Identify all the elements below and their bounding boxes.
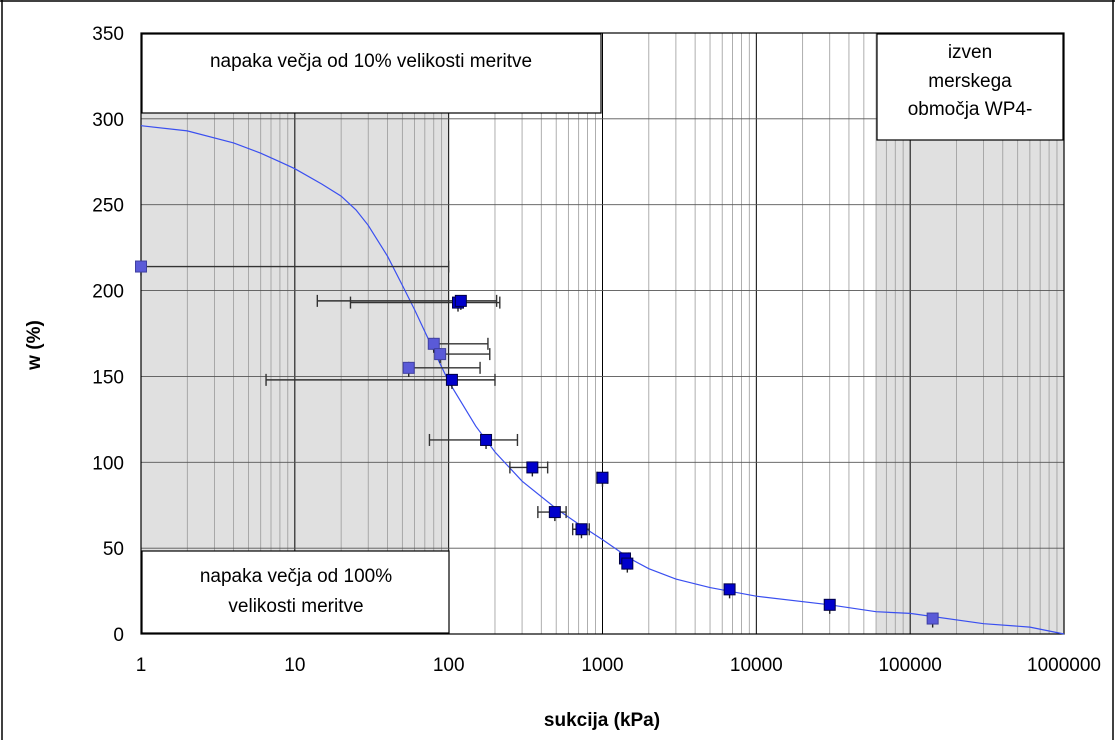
- data-points: [135, 260, 939, 625]
- y-tick-label: 150: [92, 367, 124, 388]
- x-tick-label: 10: [284, 655, 305, 676]
- data-point: [548, 506, 561, 519]
- data-point: [427, 337, 440, 350]
- x-tick-label: 10000: [730, 655, 783, 676]
- data-point: [135, 260, 147, 273]
- annotation-text: območja WP4-: [908, 99, 1033, 120]
- x-tick-label: 1000000: [1027, 655, 1101, 676]
- data-point: [575, 523, 588, 536]
- x-tick-label: 1000: [581, 655, 623, 676]
- data-point: [434, 348, 447, 361]
- data-point: [480, 433, 493, 446]
- data-point: [402, 361, 415, 374]
- data-point: [445, 373, 458, 386]
- y-tick-label: 50: [103, 539, 124, 560]
- x-tick-label: 1: [136, 655, 147, 676]
- data-point: [621, 557, 634, 570]
- y-tick-label: 200: [92, 282, 124, 303]
- tick-labels: 1 10 100 1000 10000 100000 1000000 0 50 100 150 200…: [92, 24, 1101, 676]
- y-tick-label: 300: [92, 110, 124, 131]
- data-point: [596, 471, 609, 484]
- x-axis-title: sukcija (kPa): [544, 710, 660, 731]
- data-point: [823, 598, 836, 611]
- data-point: [723, 583, 736, 596]
- annotations: napaka večja od 10% velikosti meritve nap…: [141, 33, 1064, 634]
- y-tick-label: 100: [92, 453, 124, 474]
- annotation-box-top-left: [141, 33, 602, 114]
- data-point: [926, 612, 939, 625]
- y-tick-label: 0: [113, 625, 124, 646]
- y-tick-label: 350: [92, 24, 124, 45]
- annotation-text: napaka večja od 100%: [200, 566, 392, 587]
- plot-area-border: [140, 32, 1065, 635]
- annotation-text: napaka večja od 10% velikosti meritve: [210, 51, 532, 72]
- data-point: [526, 461, 539, 474]
- annotation-box-top-right: [876, 33, 1064, 141]
- annotation-text: merskega: [928, 71, 1012, 92]
- annotation-box-bottom-left: [141, 550, 450, 634]
- x-tick-label: 100000: [878, 655, 941, 676]
- data-point: [454, 294, 467, 307]
- annotation-text: izven: [948, 42, 992, 63]
- y-tick-label: 250: [92, 196, 124, 217]
- annotation-text: velikosti meritve: [228, 596, 363, 617]
- x-tick-label: 100: [433, 655, 465, 676]
- y-axis-title: w (%): [24, 320, 45, 371]
